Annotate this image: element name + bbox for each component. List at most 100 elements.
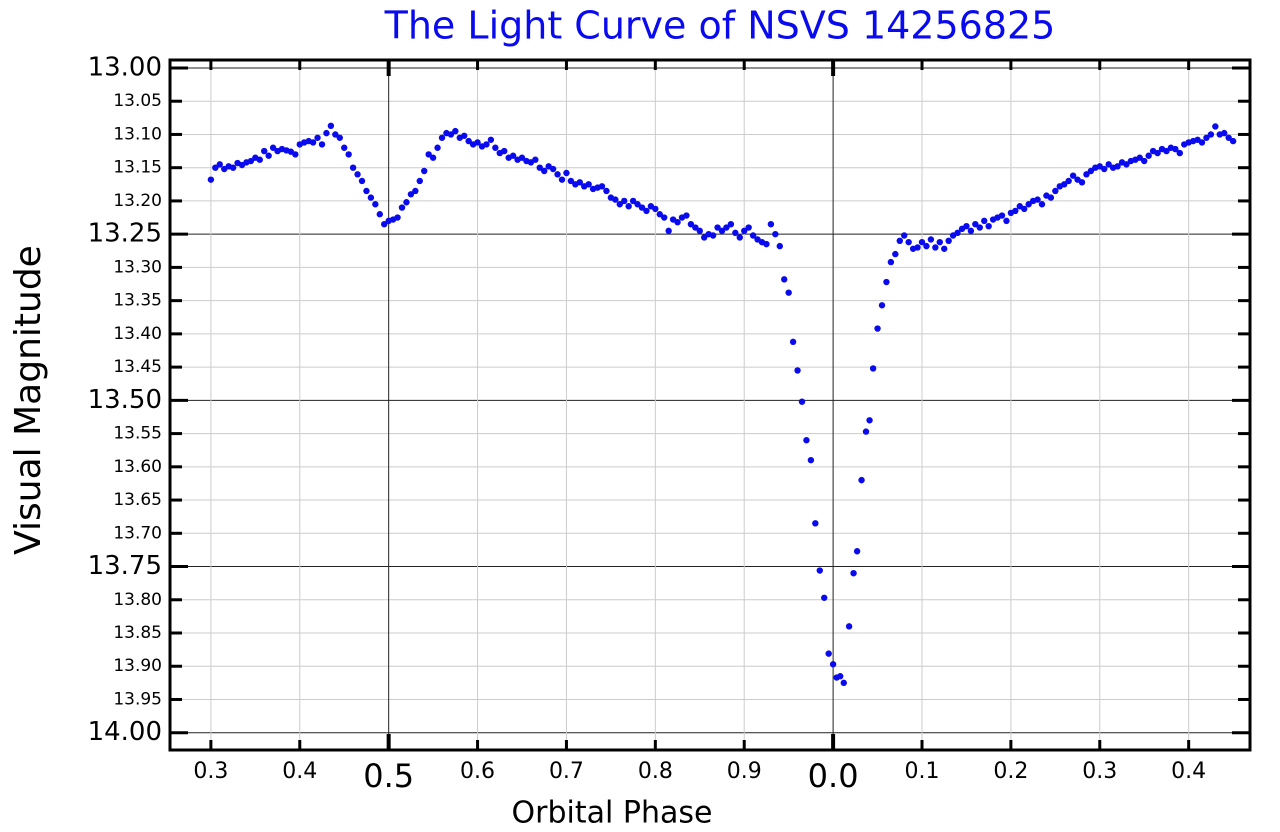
data-point xyxy=(896,237,903,245)
data-point xyxy=(332,131,339,138)
data-point xyxy=(207,176,215,183)
data-point xyxy=(727,220,735,228)
data-point xyxy=(1069,172,1077,179)
data-point xyxy=(1141,157,1148,165)
data-point xyxy=(776,242,783,250)
data-point xyxy=(585,181,592,188)
data-point xyxy=(1025,201,1032,208)
data-point xyxy=(1061,181,1068,188)
data-point xyxy=(1229,137,1237,145)
data-point xyxy=(763,240,770,248)
data-point xyxy=(1034,196,1041,203)
data-point xyxy=(474,139,481,146)
plot-frame xyxy=(168,58,1252,752)
data-point xyxy=(216,161,223,168)
data-point xyxy=(1221,129,1228,137)
data-point xyxy=(723,224,730,231)
data-point xyxy=(634,201,641,208)
data-point xyxy=(661,214,668,221)
x-tick-label: 0.8 xyxy=(638,759,673,784)
y-tick-label: 13.95 xyxy=(113,689,162,709)
data-point xyxy=(967,227,975,235)
data-point xyxy=(1083,171,1090,178)
data-point xyxy=(612,196,619,203)
y-tick-label: 13.50 xyxy=(88,385,162,415)
data-point xyxy=(665,227,672,235)
data-point xyxy=(501,147,508,155)
data-point xyxy=(1012,207,1019,215)
data-point xyxy=(1105,161,1112,168)
data-point xyxy=(718,227,726,235)
data-point xyxy=(858,476,865,484)
data-point xyxy=(850,569,857,577)
data-point xyxy=(425,151,432,158)
data-point xyxy=(866,417,873,424)
data-point xyxy=(447,131,455,138)
data-point xyxy=(367,194,375,201)
data-point xyxy=(416,177,423,185)
data-point xyxy=(407,191,415,198)
data-point xyxy=(452,127,459,135)
data-point xyxy=(714,224,721,231)
data-point xyxy=(394,214,401,221)
data-point xyxy=(625,203,632,210)
data-point xyxy=(603,187,610,195)
data-point xyxy=(412,187,419,195)
x-tick-label: 0.5 xyxy=(363,757,414,795)
data-point xyxy=(1136,154,1143,161)
data-point xyxy=(567,177,575,185)
data-point xyxy=(767,220,775,228)
y-tick-label: 13.70 xyxy=(113,523,162,543)
data-point xyxy=(905,238,912,246)
data-point xyxy=(358,177,366,185)
data-point xyxy=(541,167,548,175)
data-point xyxy=(247,157,255,165)
data-point xyxy=(829,661,837,668)
data-point xyxy=(327,122,335,130)
y-tick-label: 13.85 xyxy=(113,623,162,643)
data-point xyxy=(616,201,623,208)
data-point xyxy=(878,302,886,309)
y-tick-label: 13.10 xyxy=(113,124,162,144)
data-point xyxy=(736,234,743,241)
data-point xyxy=(837,673,844,680)
data-point xyxy=(376,211,383,218)
y-tick-label: 13.60 xyxy=(113,457,162,477)
data-point xyxy=(563,169,570,177)
y-tick-label: 13.75 xyxy=(88,551,162,581)
x-tick-label: 0.3 xyxy=(193,759,228,784)
data-point xyxy=(318,141,326,148)
data-point xyxy=(323,129,330,137)
data-point xyxy=(981,217,988,225)
data-point xyxy=(821,594,828,601)
data-point xyxy=(509,152,517,159)
data-point xyxy=(781,276,788,283)
data-point xyxy=(345,151,352,158)
data-point xyxy=(985,222,992,230)
y-tick-label: 13.55 xyxy=(113,424,162,444)
data-point xyxy=(701,234,708,241)
data-point xyxy=(1021,205,1028,213)
data-point xyxy=(629,197,637,205)
y-tick-label: 13.80 xyxy=(113,590,162,610)
data-point xyxy=(901,232,908,239)
data-point xyxy=(869,365,877,372)
data-point xyxy=(789,338,797,346)
chart-title: The Light Curve of NSVS 14256825 xyxy=(384,4,1056,48)
data-point xyxy=(309,139,317,146)
y-tick-label: 13.65 xyxy=(113,490,162,510)
data-point xyxy=(643,207,650,215)
x-tick-label: 0.7 xyxy=(549,759,584,784)
y-tick-label: 13.40 xyxy=(113,324,162,344)
data-point xyxy=(1078,179,1086,186)
x-tick-label: 0.2 xyxy=(993,759,1028,784)
y-tick-label: 13.25 xyxy=(88,219,162,249)
x-tick-label: 0.1 xyxy=(905,759,940,784)
data-point xyxy=(923,242,930,250)
data-point xyxy=(807,456,815,464)
data-point xyxy=(483,141,490,148)
data-point xyxy=(518,154,526,161)
data-point xyxy=(963,222,970,230)
y-tick-label: 13.45 xyxy=(113,357,162,377)
data-point xyxy=(621,197,628,205)
